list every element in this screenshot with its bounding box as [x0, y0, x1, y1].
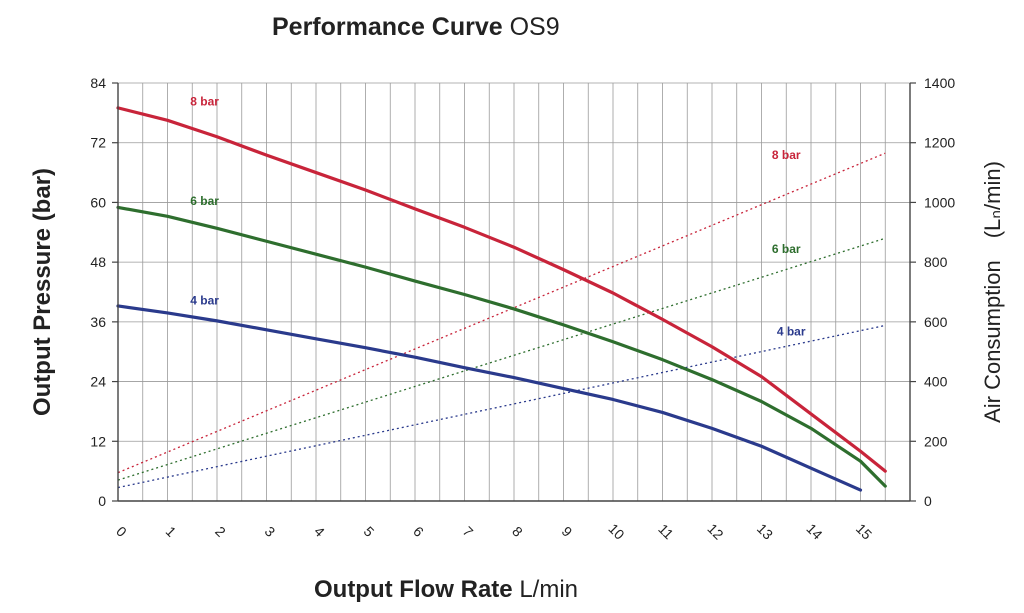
y-axis-label: Output Pressure (bar): [29, 168, 56, 416]
pressure-lines: [116, 106, 887, 492]
air-consumption-line-4-bar: [117, 324, 886, 489]
x-tick-label: 15: [853, 520, 875, 542]
x-tick-label: 5: [361, 523, 378, 540]
series-annotations: 8 bar 6 bar 4 bar 8 bar 6 bar 4 bar: [190, 94, 806, 338]
series-label-6-bar: 6 bar: [190, 194, 219, 208]
air-consumption-line-8-bar: [117, 152, 886, 474]
air-consumption-lines: [117, 152, 886, 489]
x-tick-label: 13: [754, 520, 776, 542]
x-tick-label: 1: [163, 523, 180, 540]
y2-tick-label: 0: [924, 493, 932, 509]
gridlines: [117, 82, 911, 502]
x-axis-unit: L/min: [519, 576, 578, 603]
pressure-line-6-bar: [116, 205, 887, 488]
y-tick-label: 0: [98, 493, 106, 509]
x-tick-label: 7: [460, 523, 477, 540]
y2-tick-label: 1400: [924, 75, 955, 91]
y-tick-label: 48: [90, 254, 106, 270]
x-tick-label: 9: [559, 523, 576, 540]
axes: [112, 82, 916, 502]
series-label-4-bar: 4 bar: [777, 324, 806, 338]
series-label-6-bar: 6 bar: [772, 242, 801, 256]
y-tick-label: 60: [90, 194, 106, 210]
y2-tick-label: 200: [924, 433, 948, 449]
y-tick-label: 24: [90, 374, 106, 390]
air-consumption-line-6-bar: [117, 237, 886, 481]
chart-title: Performance Curve OS9: [262, 8, 592, 42]
x-tick-label: 8: [509, 523, 526, 540]
chart-title-model: OS9: [510, 13, 560, 41]
x-tick-label: 14: [803, 520, 825, 542]
x-tick-label: 3: [262, 523, 279, 540]
y2-tick-label: 600: [924, 314, 948, 330]
y2-axis-label: Air Consumption (Lₙ/min): [980, 161, 1005, 423]
series-label-8-bar: 8 bar: [190, 94, 219, 108]
y2-tick-label: 400: [924, 374, 948, 390]
x-tick-label: 2: [212, 523, 229, 540]
series-label-4-bar: 4 bar: [190, 293, 219, 307]
series-label-8-bar: 8 bar: [772, 148, 801, 162]
x-tick-label: 4: [311, 523, 328, 540]
y-tick-label: 12: [90, 433, 106, 449]
pressure-line-4-bar: [116, 304, 863, 492]
tick-labels: 0122436486072840200400600800100012001400…: [90, 75, 955, 543]
x-tick-label: 12: [704, 520, 726, 542]
x-tick-label: 6: [410, 523, 427, 540]
x-axis-label: Output Flow Rate: [314, 576, 513, 603]
y-tick-label: 72: [90, 135, 106, 151]
y2-tick-label: 1000: [924, 194, 955, 210]
svg-text:Performance Curve OS9: Performance Curve OS9: [272, 13, 560, 41]
x-tick-label: 10: [605, 520, 627, 542]
y-tick-label: 36: [90, 314, 106, 330]
chart-title-main: Performance Curve: [272, 13, 503, 41]
x-tick-label: 11: [655, 521, 677, 543]
x-tick-label: 0: [113, 523, 130, 540]
y2-tick-label: 800: [924, 254, 948, 270]
y2-tick-label: 1200: [924, 135, 955, 151]
y-tick-label: 84: [90, 75, 106, 91]
pressure-line-8-bar: [116, 106, 887, 473]
svg-text:Output Flow Rate L/min: Output Flow Rate L/min: [314, 576, 578, 603]
